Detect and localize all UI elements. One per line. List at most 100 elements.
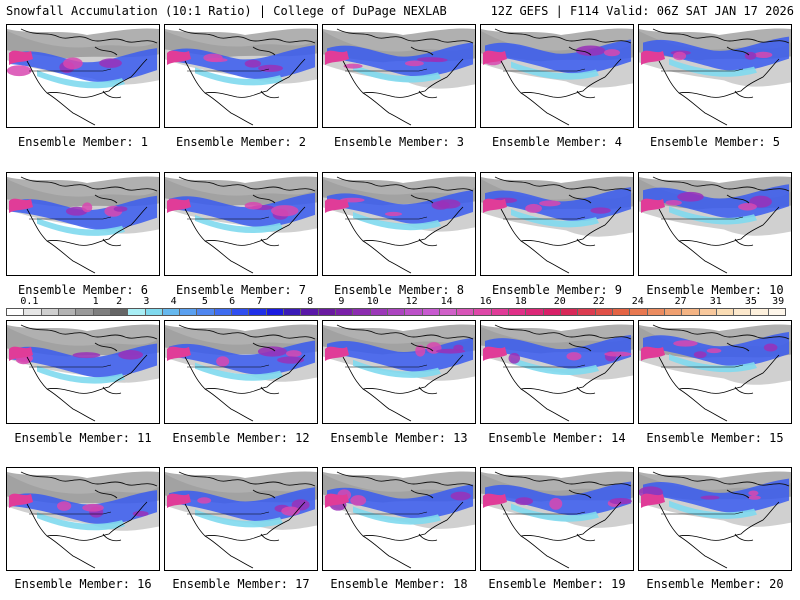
ensemble-member-label: Ensemble Member: 8 [333, 283, 465, 297]
colorbar-segment [128, 309, 146, 315]
ensemble-map-panel [164, 467, 318, 571]
ensemble-map-panel [638, 24, 792, 128]
ensemble-member-label: Ensemble Member: 1 [17, 135, 149, 149]
colorbar-segment [561, 309, 579, 315]
ensemble-map-panel [480, 467, 634, 571]
ensemble-member-label: Ensemble Member: 15 [646, 431, 784, 445]
colorbar-segment [387, 309, 406, 315]
ensemble-map-panel [164, 172, 318, 276]
snowfall-map [165, 471, 317, 569]
colorbar-segment [647, 309, 665, 315]
ensemble-member-label: Ensemble Member: 13 [330, 431, 468, 445]
ensemble-member-label: Ensemble Member: 17 [172, 577, 310, 591]
colorbar-segment [266, 309, 284, 315]
colorbar-tick: 1 [92, 296, 99, 307]
colorbar-segment [664, 309, 683, 315]
snowfall-map [639, 28, 791, 126]
ensemble-member-label: Ensemble Member: 5 [649, 135, 781, 149]
ensemble-map-panel [322, 320, 476, 424]
colorbar-segment [439, 309, 458, 315]
colorbar-segment [682, 309, 700, 315]
colorbar-tick: 8 [307, 296, 314, 307]
colorbar-tick: 20 [553, 296, 566, 307]
colorbar-segment [578, 309, 596, 315]
colorbar-segment [509, 309, 527, 315]
ensemble-member-label: Ensemble Member: 4 [491, 135, 623, 149]
colorbar-segment [405, 309, 423, 315]
snowfall-map [323, 471, 475, 569]
colorbar-segment [7, 309, 25, 315]
colorbar-segment [734, 309, 752, 315]
header-title-right: 12Z GEFS | F114 Valid: 06Z SAT JAN 17 20… [490, 4, 794, 18]
colorbar-segment [474, 309, 492, 315]
colorbar-segment [370, 309, 388, 315]
ensemble-member-label: Ensemble Member: 2 [175, 135, 307, 149]
colorbar-tick: 27 [674, 296, 687, 307]
snowfall-map [481, 176, 633, 274]
snowfall-map [481, 324, 633, 422]
colorbar-segment [526, 309, 544, 315]
colorbar-tick: 9 [338, 296, 345, 307]
colorbar-tick: 0.1 [20, 296, 39, 307]
colorbar-segment [180, 309, 198, 315]
colorbar-segment [41, 309, 59, 315]
ensemble-member-label: Ensemble Member: 18 [330, 577, 468, 591]
colorbar-tick: 4 [170, 296, 177, 307]
ensemble-member-label: Ensemble Member: 14 [488, 431, 626, 445]
ensemble-member-label: Ensemble Member: 3 [333, 135, 465, 149]
colorbar-segment [491, 309, 510, 315]
ensemble-member-label: Ensemble Member: 9 [491, 283, 623, 297]
snowfall-colorbar [6, 308, 786, 316]
colorbar-segment [301, 309, 319, 315]
snowfall-map [7, 324, 159, 422]
colorbar-tick: 24 [631, 296, 644, 307]
ensemble-map-panel [638, 172, 792, 276]
colorbar-tick: 18 [514, 296, 527, 307]
snowfall-map [639, 471, 791, 569]
colorbar-segment [751, 309, 769, 315]
snowfall-map [7, 176, 159, 274]
ensemble-map-panel [322, 172, 476, 276]
ensemble-map-panel [638, 320, 792, 424]
snowfall-map [481, 471, 633, 569]
snowfall-map [481, 28, 633, 126]
colorbar-segment [318, 309, 336, 315]
ensemble-map-panel [322, 24, 476, 128]
ensemble-map-panel [164, 24, 318, 128]
colorbar-segment [630, 309, 648, 315]
snowfall-map [165, 324, 317, 422]
colorbar-tick: 35 [744, 296, 757, 307]
colorbar-segment [110, 309, 129, 315]
colorbar-tick: 2 [116, 296, 123, 307]
colorbar-segment [249, 309, 267, 315]
snowfall-map [165, 28, 317, 126]
snowfall-map [165, 176, 317, 274]
colorbar-segment [76, 309, 94, 315]
colorbar-segment [335, 309, 354, 315]
ensemble-map-panel [480, 24, 634, 128]
colorbar-segment [422, 309, 440, 315]
ensemble-member-label: Ensemble Member: 12 [172, 431, 310, 445]
ensemble-member-label: Ensemble Member: 11 [14, 431, 152, 445]
header-title-left: Snowfall Accumulation (10:1 Ratio) | Col… [6, 4, 447, 18]
ensemble-map-panel [6, 24, 160, 128]
ensemble-map-panel [6, 172, 160, 276]
colorbar-tick: 12 [405, 296, 418, 307]
colorbar-tick: 6 [229, 296, 236, 307]
ensemble-map-panel [6, 320, 160, 424]
snowfall-map [323, 28, 475, 126]
snowfall-map [323, 324, 475, 422]
ensemble-map-panel [322, 467, 476, 571]
snowfall-map [7, 28, 159, 126]
colorbar-tick: 39 [772, 296, 785, 307]
colorbar-tick: 31 [709, 296, 722, 307]
colorbar-tick: 7 [256, 296, 263, 307]
colorbar-segment [145, 309, 163, 315]
colorbar-tick-labels: 0.1 1 2 3 4 5 6 7 8 9 10 12 14 16 18 20 22 24 27 31 35 39 [6, 296, 786, 308]
ensemble-member-label: Ensemble Member: 7 [175, 283, 307, 297]
ensemble-member-label: Ensemble Member: 16 [14, 577, 152, 591]
map-header: Snowfall Accumulation (10:1 Ratio) | Col… [0, 0, 800, 22]
ensemble-map-panel [480, 320, 634, 424]
colorbar-segment [162, 309, 181, 315]
ensemble-map-panel [638, 467, 792, 571]
